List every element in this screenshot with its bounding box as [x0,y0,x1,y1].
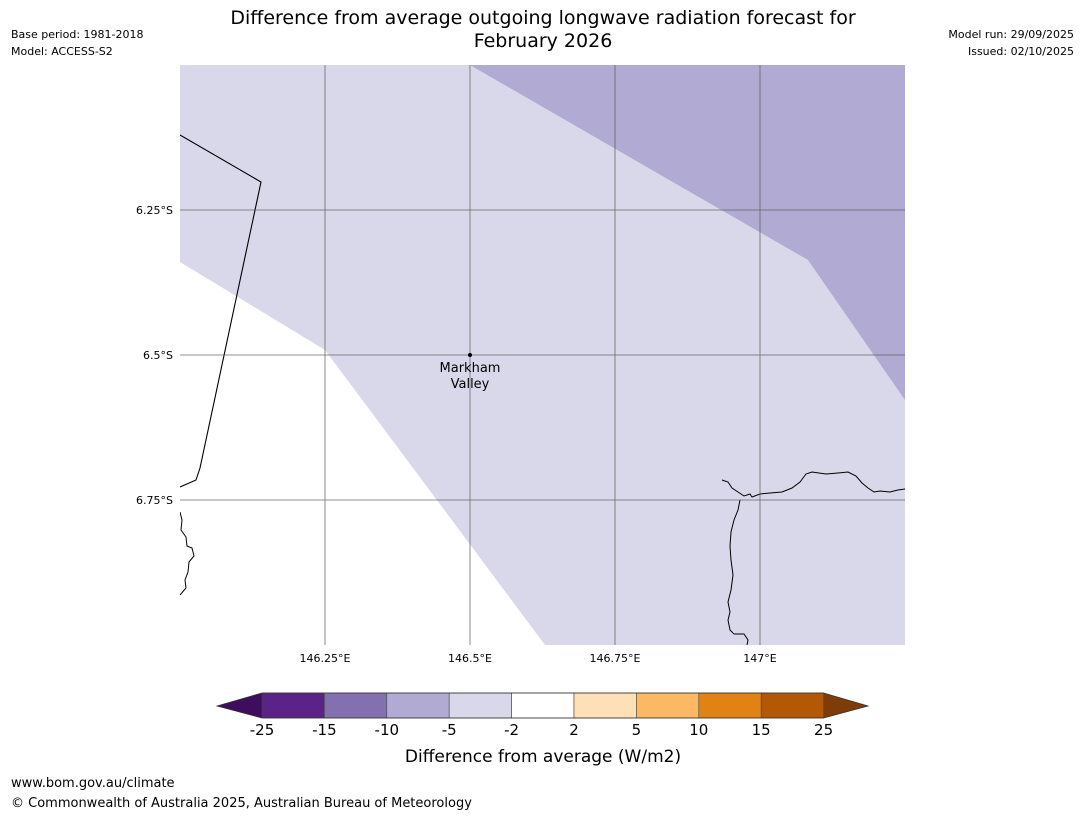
lat-label: 6.5°S [143,349,173,362]
meta-right: Model run: 29/09/2025 Issued: 02/10/2025 [948,26,1074,60]
coastline-west [180,134,262,488]
model-run-text: Model run: 29/09/2025 [948,28,1074,41]
colorbar-tick-label: -5 [442,721,457,739]
website-text: www.bom.gov.au/climate [11,776,175,791]
anomaly-region-medium [470,65,905,400]
colorbar-extend-max [823,693,868,718]
coastline-southwest [180,511,195,596]
meta-left: Base period: 1981-2018 Model: ACCESS-S2 [11,26,143,60]
colorbar-segment [324,692,388,719]
map-area [180,65,905,645]
lon-label: 146.5°E [448,652,492,665]
model-text: Model: ACCESS-S2 [11,45,113,58]
colorbar-segment [386,692,450,719]
title-line-2: February 2026 [473,30,613,52]
lon-label: 147°E [743,652,776,665]
colorbar-label: Difference from average (W/m2) [405,747,681,767]
colorbar: -25 -15 -10 -5 -2 2 5 10 15 25 Differenc… [215,692,870,767]
base-period-text: Base period: 1981-2018 [11,28,144,41]
location-dot-icon [468,353,472,357]
colorbar-tick-label: 10 [689,721,708,739]
issued-text: Issued: 02/10/2025 [967,45,1074,58]
footer: www.bom.gov.au/climate © Commonwealth of… [11,774,472,814]
colorbar-segment [698,692,762,719]
page-title: Difference from average outgoing longwav… [190,7,896,53]
location-label-line1: Markham [440,361,501,376]
colorbar-tick-label: -15 [312,721,337,739]
lat-label: 6.25°S [136,204,173,217]
location-label-line2: Valley [451,377,490,392]
colorbar-segment [448,692,512,719]
colorbar-segment [636,692,700,719]
colorbar-extend-min [217,693,262,718]
coastline-east [721,471,905,498]
lat-label: 6.75°S [136,494,173,507]
colorbar-tick-label: 25 [814,721,833,739]
lon-label: 146.25°E [300,652,351,665]
river-line [727,499,749,645]
title-line-1: Difference from average outgoing longwav… [230,7,856,29]
colorbar-tick-label: 15 [752,721,771,739]
colorbar-segment [511,692,575,719]
lon-label: 146.75°E [590,652,641,665]
colorbar-tick-label: -2 [504,721,519,739]
copyright-text: © Commonwealth of Australia 2025, Austra… [11,796,472,811]
colorbar-tick-label: 2 [569,721,579,739]
colorbar-outline [215,692,870,719]
colorbar-tick-label: -10 [375,721,400,739]
colorbar-tick-label: 5 [632,721,642,739]
colorbar-segment [760,692,824,719]
colorbar-tick-label: -25 [250,721,275,739]
colorbar-segment [573,692,637,719]
colorbar-segment [261,692,325,719]
map-figure: Markham Valley 6.25°S 6.5°S 6.75°S 146.2… [136,65,905,767]
